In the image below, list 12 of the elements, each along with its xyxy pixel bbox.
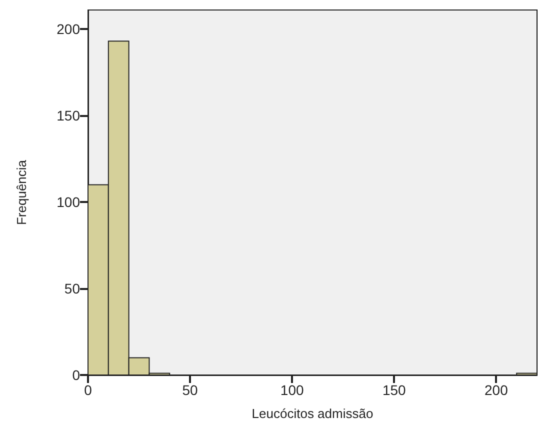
y-tick-label: 150: [56, 108, 80, 124]
x-tick-label: 100: [280, 382, 304, 398]
x-tick-label: 0: [84, 382, 92, 398]
x-tick-label: 200: [484, 382, 508, 398]
y-axis-title: Frequência: [14, 159, 29, 226]
x-axis-title: Leucócitos admissão: [252, 406, 374, 421]
y-tick-label: 200: [56, 21, 80, 38]
x-tick-label: 150: [382, 382, 406, 398]
y-tick-label: 100: [56, 194, 80, 210]
y-tick-label: 0: [72, 367, 80, 383]
y-tick-label: 50: [64, 280, 80, 297]
x-tick-label: 50: [182, 382, 198, 398]
